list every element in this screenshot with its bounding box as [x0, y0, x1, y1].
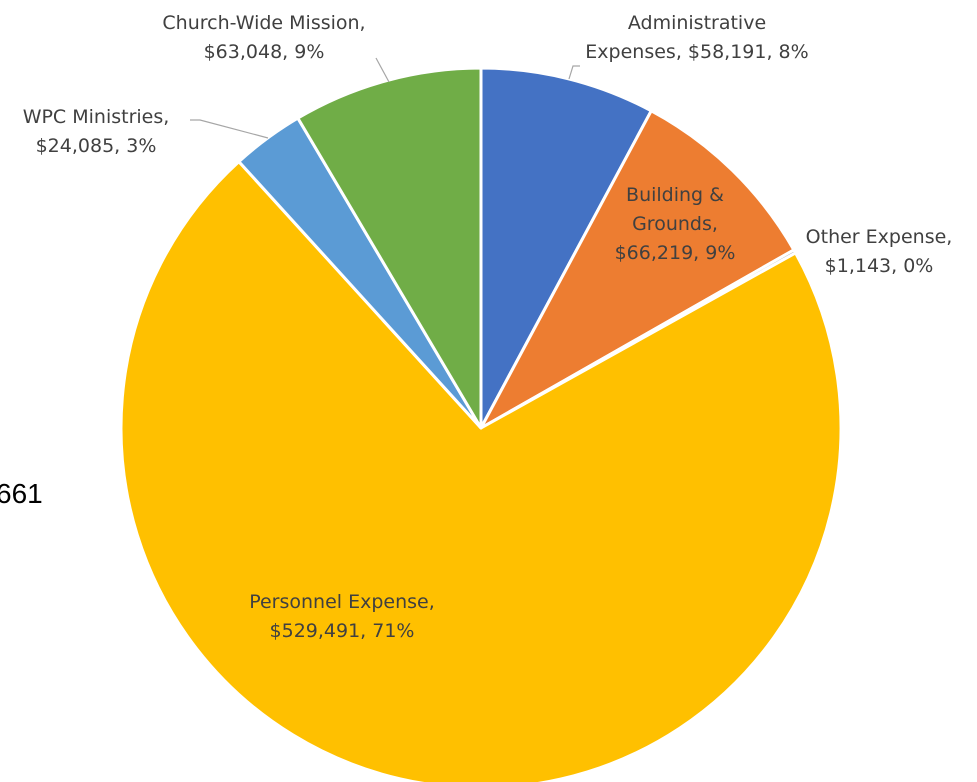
leader-line	[568, 65, 580, 80]
slice-label-building-grounds: Building & Grounds, $66,219, 9%	[615, 184, 736, 264]
pie-slices	[119, 66, 843, 782]
pie-slice-personnel-expense	[119, 160, 843, 782]
slice-label-church-wide-mission: Church-Wide Mission, $63,048, 9%	[162, 12, 365, 63]
leader-line	[190, 119, 269, 139]
slice-label-personnel-expense: Personnel Expense, $529,491, 71%	[249, 591, 435, 642]
pie-slice-building-grounds	[479, 109, 796, 430]
leader-line	[375, 57, 390, 83]
slice-label-administrative-expenses: Administrative Expenses, $58,191, 8%	[585, 12, 808, 63]
cropped-side-text: 661	[0, 478, 43, 509]
leader-lines	[190, 57, 580, 139]
slice-label-other-expense: Other Expense, $1,143, 0%	[806, 226, 953, 277]
slice-labels: Administrative Expenses, $58,191, 8% Build…	[23, 12, 953, 642]
slice-label-wpc-ministries: WPC Ministries, $24,085, 3%	[23, 106, 170, 157]
pie-slice-church-wide-mission	[296, 66, 483, 430]
